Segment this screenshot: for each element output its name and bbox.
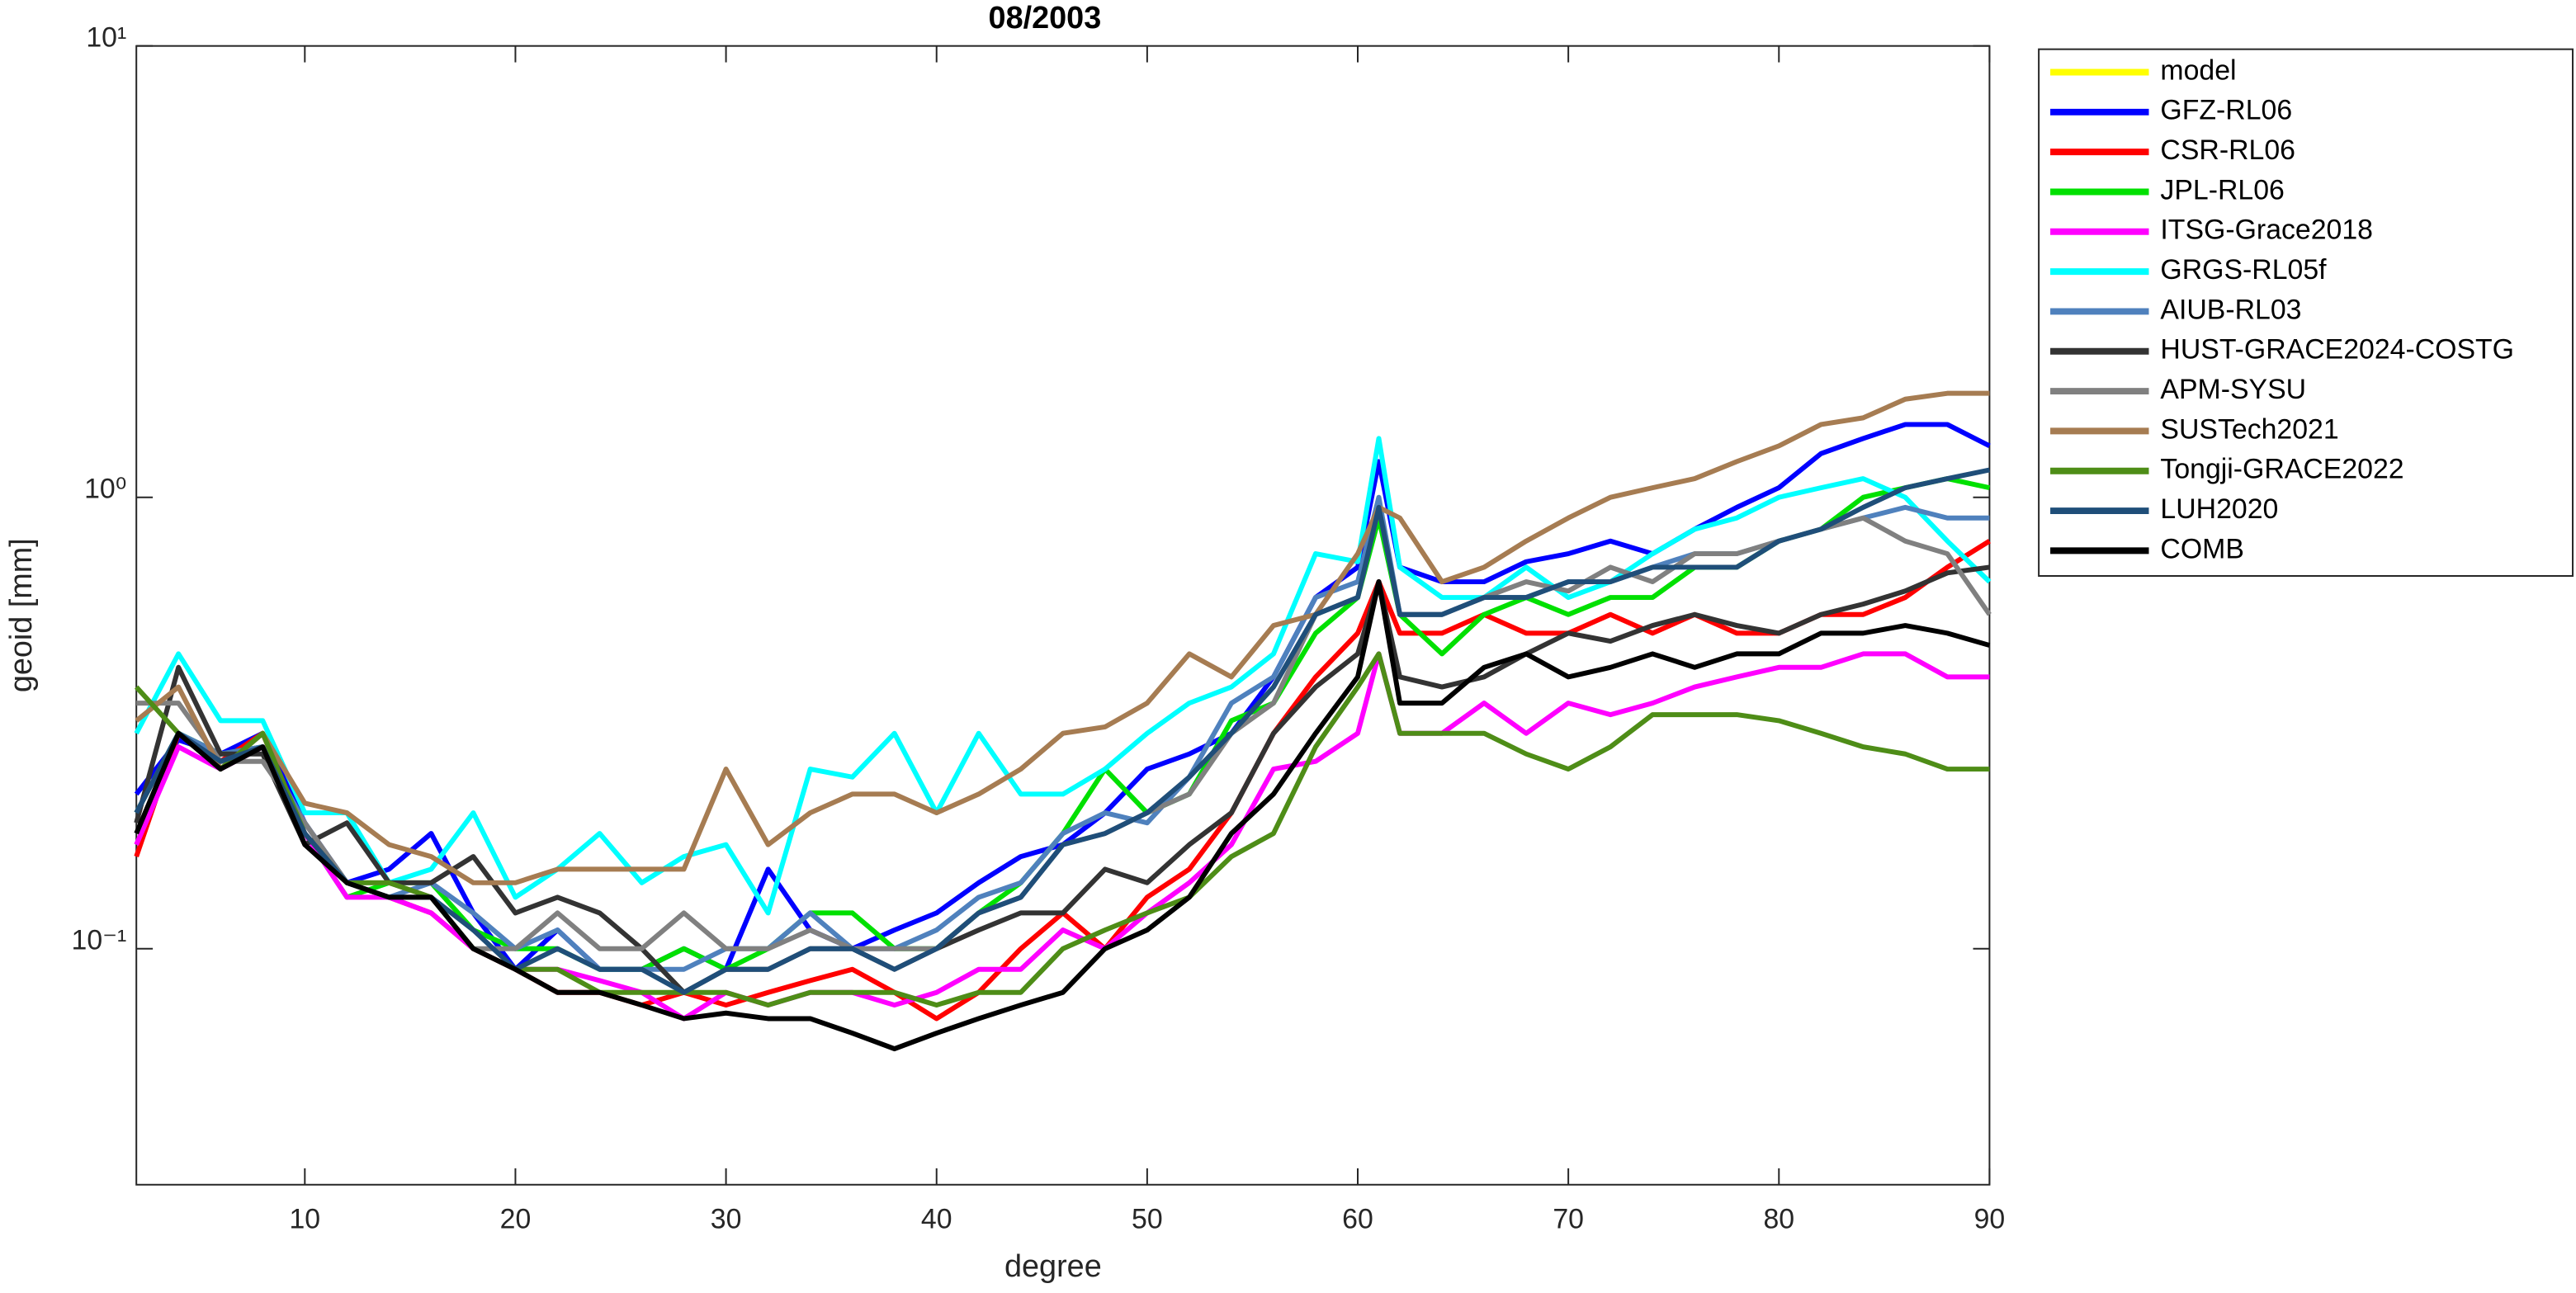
- x-tick-label: 70: [1553, 1203, 1584, 1234]
- y-tick-label: 10⁰: [84, 474, 126, 505]
- y-tick-label: 10¹: [86, 22, 126, 54]
- plot-area: [135, 45, 1991, 1186]
- legend-label: AIUB-RL03: [2160, 294, 2301, 325]
- legend-label: HUST-GRACE2024-COSTG: [2160, 334, 2514, 366]
- legend-label: APM-SYSU: [2160, 374, 2306, 405]
- legend-label: CSR-RL06: [2160, 134, 2295, 166]
- legend-label: LUH2020: [2160, 493, 2278, 525]
- legend-label: GRGS-RL05f: [2160, 254, 2327, 285]
- x-tick-label: 30: [711, 1203, 742, 1234]
- series-line: [134, 467, 1991, 995]
- chart-title: 08/2003: [989, 1, 1102, 35]
- series-line: [134, 579, 1991, 1052]
- series-line: [135, 390, 1990, 885]
- legend-label: SUSTech2021: [2160, 413, 2338, 445]
- x-tick-label: 60: [1342, 1203, 1373, 1234]
- x-tick-label: 90: [1974, 1203, 2006, 1234]
- series-line: [134, 436, 1992, 916]
- x-tick-label: 20: [500, 1203, 532, 1234]
- y-axis-label: geoid [mm]: [4, 538, 39, 692]
- series-line: [134, 494, 1990, 972]
- legend-label: COMB: [2160, 533, 2243, 564]
- y-tick-label: 10⁻¹: [72, 925, 127, 956]
- x-tick-label: 80: [1763, 1203, 1794, 1234]
- legend-label: JPL-RL06: [2160, 174, 2284, 205]
- legend-label: model: [2160, 54, 2236, 86]
- x-tick-label: 50: [1132, 1203, 1163, 1234]
- x-axis-label: degree: [1004, 1249, 1102, 1284]
- x-tick-label: 10: [289, 1203, 320, 1234]
- legend-label: ITSG-Grace2018: [2160, 215, 2373, 246]
- x-tick-label: 40: [921, 1203, 952, 1234]
- legend-label: GFZ-RL06: [2160, 95, 2292, 126]
- legend-label: Tongji-GRACE2022: [2160, 454, 2403, 485]
- series-line: [134, 476, 1991, 972]
